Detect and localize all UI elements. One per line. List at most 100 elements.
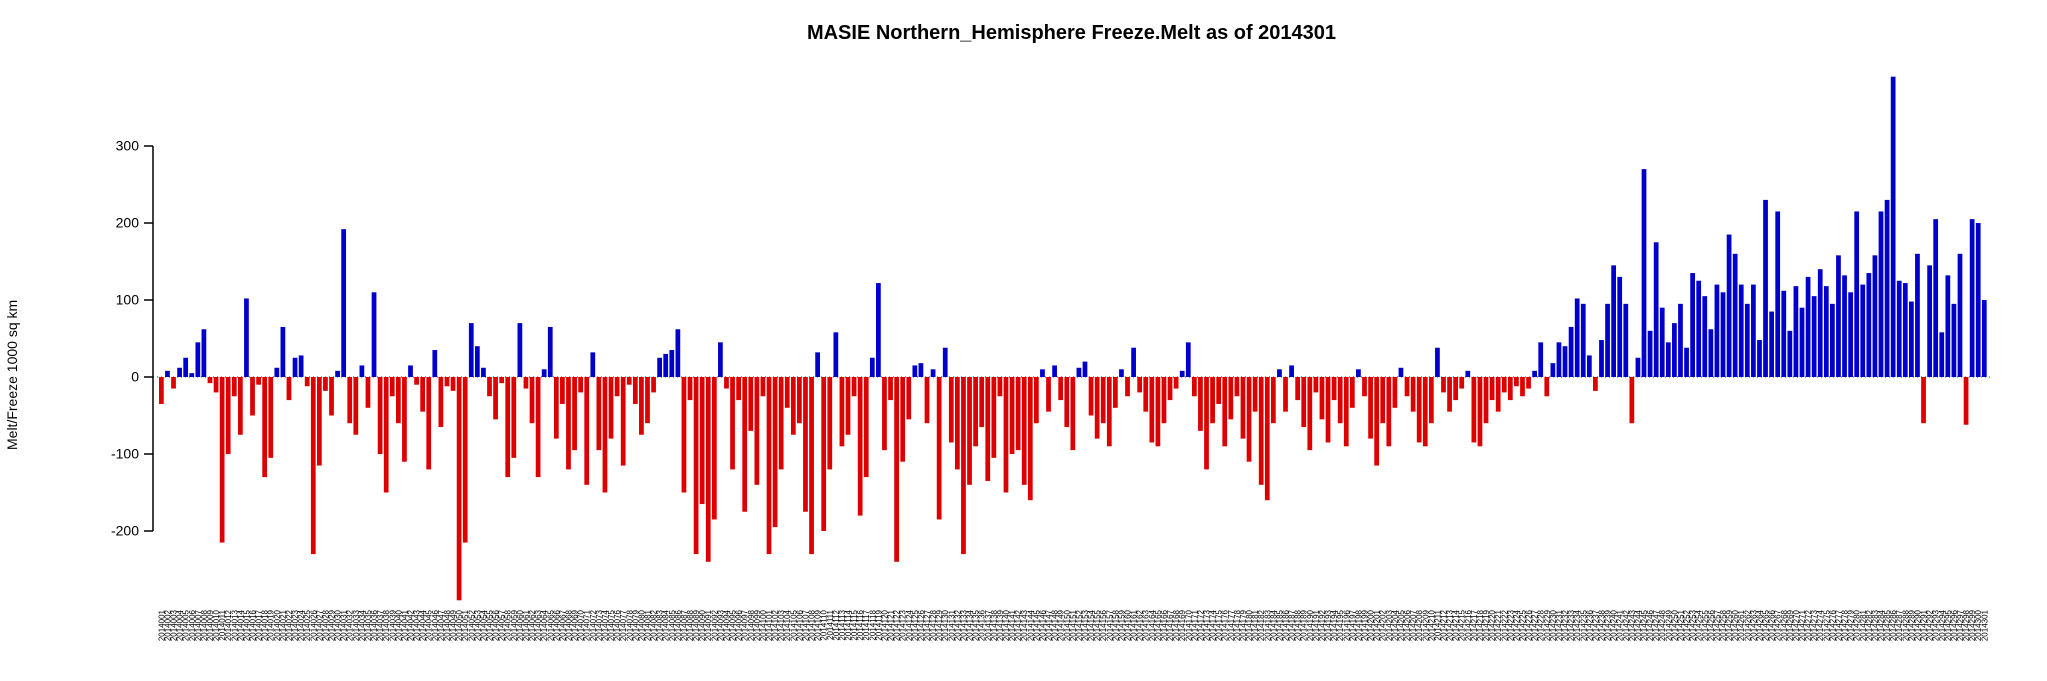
bar [389,377,395,397]
bar [1945,275,1951,377]
bar [553,377,559,439]
x-tick-label: 2014178 [1233,609,1242,641]
x-tick-label: 2014088 [686,609,695,641]
bar [1356,369,1361,377]
bar [1556,342,1562,377]
bar [1501,377,1507,393]
bar [1021,377,1027,485]
x-tick-label: 2014181 [1251,609,1260,641]
x-tick-label: 2014050 [455,609,464,641]
bar [395,377,401,424]
x-tick-label: 2014248 [1658,609,1667,641]
x-tick-label: 2014224 [1512,609,1521,641]
bar [1191,377,1197,397]
x-tick-label: 2014056 [492,609,501,641]
y-tick-label: 200 [116,215,140,231]
bar [572,377,577,451]
x-tick-label: 2014067 [558,609,567,641]
x-tick-label: 2014166 [1160,609,1169,641]
x-tick-label: 2014298 [1962,609,1971,641]
bar [1744,303,1750,377]
x-tick-label: 2014292 [1926,609,1935,641]
x-tick-label: 2014205 [1397,609,1406,641]
x-tick-label: 2014170 [1184,609,1193,641]
bar [274,367,280,377]
x-tick-label: 2014062 [528,609,537,641]
bar [1404,377,1410,397]
bar [505,377,511,478]
bar [1635,357,1641,377]
bar [900,377,906,462]
bar [1969,219,1975,377]
bar [213,377,219,393]
x-tick-label: 2014020 [273,609,282,641]
x-tick-label: 2014276 [1828,609,1837,641]
bar [304,377,310,387]
bar [371,292,377,377]
bar [1100,377,1106,424]
x-tick-label: 2014018 [261,609,270,641]
x-tick-label: 2014187 [1288,609,1297,641]
y-tick-label: -100 [111,446,139,462]
x-tick-label: 2014249 [1664,609,1673,641]
x-tick-label: 2014167 [1166,609,1175,641]
x-tick-label: 2014104 [783,609,792,641]
bar [626,377,632,385]
x-tick-label: 2014163 [1142,609,1151,641]
x-tick-label: 2014101 [765,609,774,641]
bar [420,377,426,412]
bar [1204,377,1209,470]
bar [231,377,237,397]
bar [432,350,438,377]
bar [1975,223,1981,377]
x-tick-label: 2014017 [255,609,264,641]
bar [1896,280,1902,377]
x-tick-label: 2014140 [1002,609,1011,641]
bar [1161,377,1167,424]
x-tick-label: 2014098 [747,609,756,641]
bar [529,377,535,424]
bar [955,377,960,470]
bar [1769,311,1774,377]
bar [602,377,608,493]
x-tick-label: 2014119 [874,609,883,640]
bar [863,377,869,478]
x-tick-label: 2014039 [388,609,397,641]
x-tick-label: 2014192 [1318,609,1327,641]
x-tick-label: 2014006 [188,609,197,641]
x-tick-label: 2014003 [170,609,179,641]
bar [772,377,778,528]
bar [1386,377,1392,447]
y-tick-label: -200 [111,523,139,539]
x-tick-label: 2014043 [413,609,422,641]
bar [1787,330,1793,377]
x-tick-label: 2014066 [552,609,561,641]
x-tick-label: 2014223 [1506,609,1515,641]
x-tick-label: 2014103 [777,609,786,641]
x-tick-label: 2014090 [698,609,707,641]
bar [444,377,450,387]
x-tick-label: 2014026 [309,609,318,641]
bar [377,377,383,454]
x-tick-label: 2014262 [1743,609,1752,641]
x-tick-label: 2014264 [1756,609,1765,641]
bar [523,377,529,389]
bar [1951,303,1957,377]
x-tick-label: 2014257 [1713,609,1722,641]
x-tick-label: 2014091 [704,609,713,641]
x-tick-label: 2014214 [1452,609,1461,641]
bar [250,377,255,416]
x-tick-label: 2014289 [1907,609,1916,641]
x-tick-label: 2014222 [1500,609,1509,641]
x-tick-label: 2014191 [1312,609,1321,641]
bar [383,377,389,493]
x-tick-label: 2014241 [1616,609,1625,641]
x-tick-label: 2014226 [1525,609,1534,641]
bar [1927,265,1932,377]
bar [201,329,207,377]
bar [456,377,462,601]
bar [869,357,875,377]
x-tick-label: 2014133 [960,609,969,641]
bar [1258,377,1264,485]
x-tick-label: 2014211 [1433,609,1442,640]
